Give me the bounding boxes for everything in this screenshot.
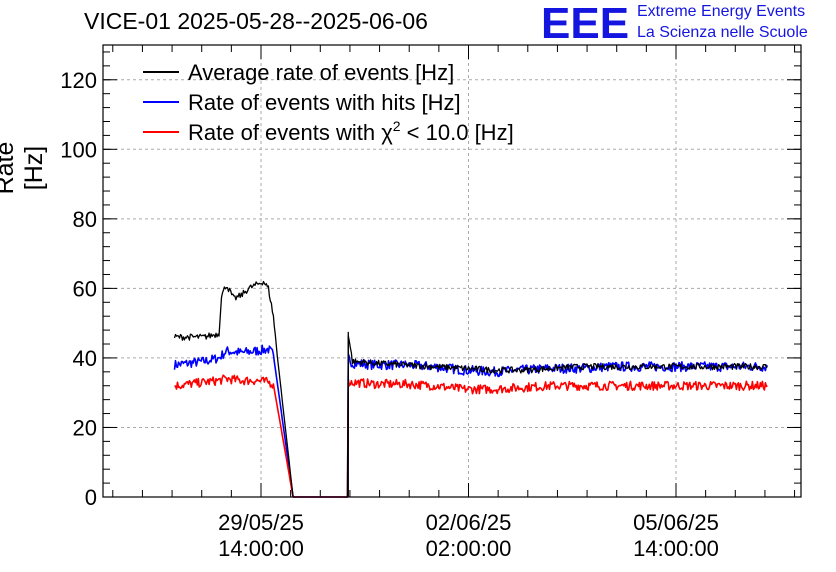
logo-line-2: La Scienza nelle Scuole (637, 24, 808, 41)
x-tick-label-date: 05/06/25 (633, 510, 719, 535)
legend-chi2-label: Rate of events with χ2 < 10.0 [Hz] (188, 118, 514, 145)
x-tick-label-date: 29/05/25 (218, 510, 304, 535)
y-tick-label: 40 (73, 346, 97, 371)
y-tick-label: 80 (73, 207, 97, 232)
x-tick-label-time: 14:00:00 (633, 536, 719, 561)
series-average-rate (173, 280, 768, 498)
legend-hits-label: Rate of events with hits [Hz] (188, 90, 461, 115)
x-tick-label-time: 14:00:00 (218, 536, 304, 561)
x-tick-label-time: 02:00:00 (426, 536, 512, 561)
chart-title: VICE-01 2025-05-28--2025-06-06 (84, 8, 428, 34)
y-tick-label: 60 (73, 276, 97, 301)
y-tick-label: 0 (85, 485, 97, 510)
y-tick-label: 20 (73, 415, 97, 440)
plot-frame (102, 44, 802, 498)
legend-average-label: Average rate of events [Hz] (188, 60, 454, 85)
x-tick-label-date: 02/06/25 (426, 510, 512, 535)
eee-logo: EEE (541, 0, 630, 48)
logo-line-1: Extreme Energy Events (637, 3, 806, 20)
series-chi2-rate (174, 374, 768, 498)
y-tick-label: 100 (60, 137, 97, 162)
y-tick-label: 120 (60, 68, 97, 93)
